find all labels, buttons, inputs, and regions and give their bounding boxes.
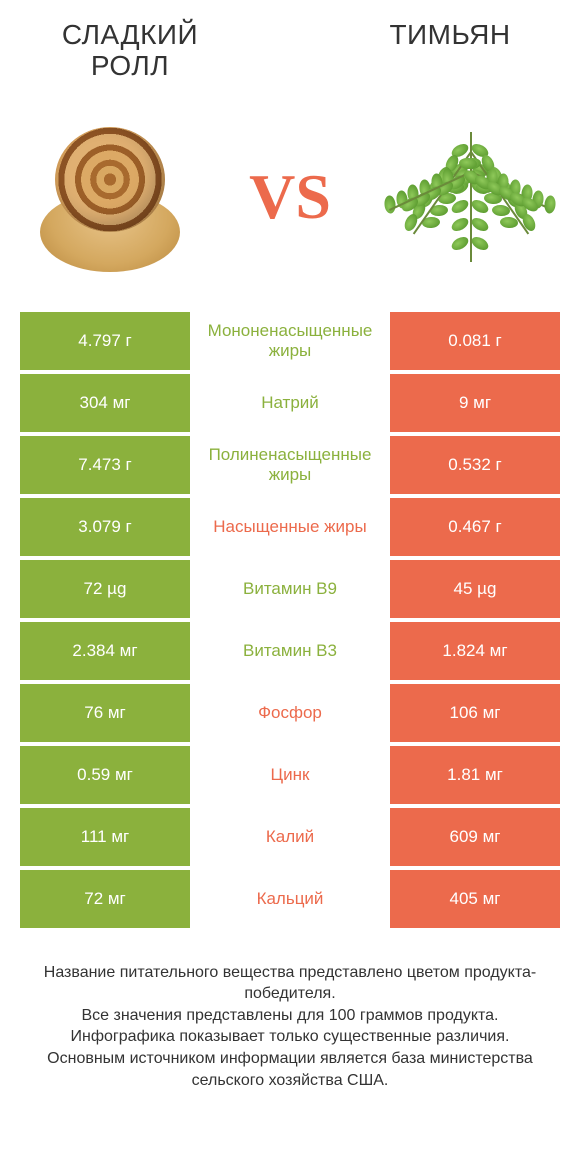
right-value-cell: 0.467 г — [390, 498, 560, 556]
sweet-roll-icon — [30, 122, 190, 272]
footer-notes: Название питательного вещества представл… — [0, 932, 580, 1092]
nutrient-label: Насыщенные жиры — [190, 498, 390, 556]
images-row: VS — [0, 92, 580, 312]
right-value-cell: 609 мг — [390, 808, 560, 866]
left-product-title: СЛАДКИЙ РОЛЛ — [30, 20, 230, 82]
comparison-table: 4.797 гМононенасыщенные жиры0.081 г304 м… — [0, 312, 580, 928]
nutrient-label: Мононенасыщенные жиры — [190, 312, 390, 370]
right-product-image — [380, 107, 560, 287]
vs-label: VS — [249, 160, 331, 234]
nutrient-label: Калий — [190, 808, 390, 866]
right-value-cell: 45 µg — [390, 560, 560, 618]
footer-line: Инфографика показывает только существенн… — [30, 1026, 550, 1048]
footer-line: Название питательного вещества представл… — [30, 962, 550, 1005]
left-value-cell: 7.473 г — [20, 436, 190, 494]
left-value-cell: 76 мг — [20, 684, 190, 742]
left-value-cell: 304 мг — [20, 374, 190, 432]
right-value-cell: 1.81 мг — [390, 746, 560, 804]
left-value-cell: 111 мг — [20, 808, 190, 866]
table-row: 304 мгНатрий9 мг — [20, 374, 560, 432]
nutrient-label: Кальций — [190, 870, 390, 928]
left-value-cell: 3.079 г — [20, 498, 190, 556]
right-value-cell: 0.532 г — [390, 436, 560, 494]
nutrient-label: Полиненасыщенные жиры — [190, 436, 390, 494]
nutrient-label: Цинк — [190, 746, 390, 804]
left-value-cell: 2.384 мг — [20, 622, 190, 680]
table-row: 111 мгКалий609 мг — [20, 808, 560, 866]
left-value-cell: 0.59 мг — [20, 746, 190, 804]
table-row: 4.797 гМононенасыщенные жиры0.081 г — [20, 312, 560, 370]
table-row: 72 µgВитамин B945 µg — [20, 560, 560, 618]
left-value-cell: 72 мг — [20, 870, 190, 928]
nutrient-label: Натрий — [190, 374, 390, 432]
left-value-cell: 4.797 г — [20, 312, 190, 370]
nutrient-label: Витамин B9 — [190, 560, 390, 618]
right-product-title: ТИМЬЯН — [350, 20, 550, 82]
left-value-cell: 72 µg — [20, 560, 190, 618]
right-value-cell: 1.824 мг — [390, 622, 560, 680]
left-product-image — [20, 107, 200, 287]
right-value-cell: 9 мг — [390, 374, 560, 432]
right-value-cell: 405 мг — [390, 870, 560, 928]
table-row: 2.384 мгВитамин B31.824 мг — [20, 622, 560, 680]
table-row: 7.473 гПолиненасыщенные жиры0.532 г — [20, 436, 560, 494]
right-value-cell: 0.081 г — [390, 312, 560, 370]
table-row: 72 мгКальций405 мг — [20, 870, 560, 928]
nutrient-label: Витамин B3 — [190, 622, 390, 680]
thyme-icon — [385, 122, 555, 272]
right-value-cell: 106 мг — [390, 684, 560, 742]
footer-line: Основным источником информации является … — [30, 1048, 550, 1091]
nutrient-label: Фосфор — [190, 684, 390, 742]
table-row: 0.59 мгЦинк1.81 мг — [20, 746, 560, 804]
header: СЛАДКИЙ РОЛЛ ТИМЬЯН — [0, 0, 580, 92]
footer-line: Все значения представлены для 100 граммо… — [30, 1005, 550, 1027]
table-row: 76 мгФосфор106 мг — [20, 684, 560, 742]
table-row: 3.079 гНасыщенные жиры0.467 г — [20, 498, 560, 556]
